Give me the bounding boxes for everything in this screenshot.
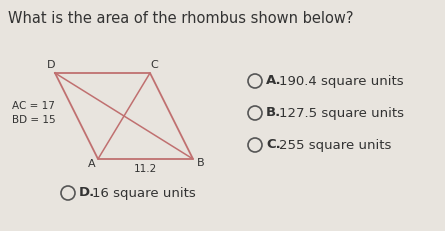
Text: C: C — [150, 60, 158, 70]
Text: 16 square units: 16 square units — [92, 186, 196, 200]
Text: B: B — [197, 158, 205, 168]
Text: 11.2: 11.2 — [134, 164, 157, 174]
Text: What is the area of the rhombus shown below?: What is the area of the rhombus shown be… — [8, 11, 353, 26]
Text: D: D — [47, 60, 55, 70]
Text: AC = 17
BD = 15: AC = 17 BD = 15 — [12, 100, 56, 125]
Text: C.: C. — [266, 139, 281, 152]
Text: 190.4 square units: 190.4 square units — [279, 75, 404, 88]
Text: D.: D. — [79, 186, 95, 200]
Text: 255 square units: 255 square units — [279, 139, 391, 152]
Text: 127.5 square units: 127.5 square units — [279, 106, 404, 119]
Text: B.: B. — [266, 106, 281, 119]
Text: A: A — [88, 159, 96, 169]
Text: A.: A. — [266, 75, 282, 88]
